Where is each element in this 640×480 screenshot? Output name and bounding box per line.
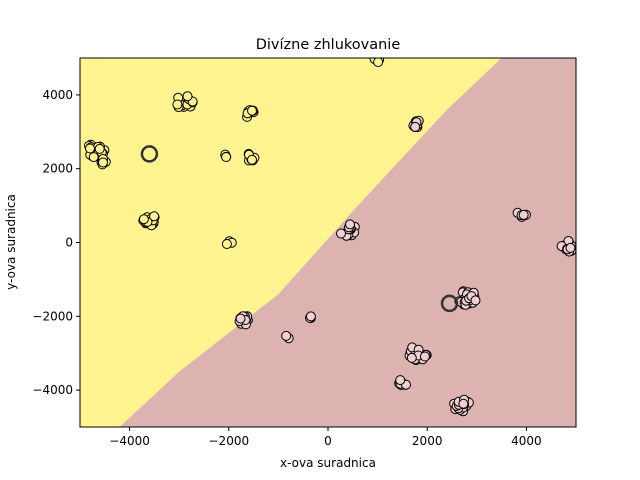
data-point [247, 154, 257, 165]
data-point [138, 214, 149, 225]
centroid-marker [440, 294, 459, 313]
data-point [419, 351, 430, 362]
data-point [336, 228, 346, 239]
x-axis-ticks: −4000 −2000 0 2000 4000 [109, 427, 542, 448]
data-point [470, 295, 481, 306]
x-tick-label: −4000 [109, 434, 150, 448]
data-point [149, 211, 160, 222]
x-axis-label: x-ova suradnica [280, 456, 376, 470]
data-point [395, 375, 406, 386]
cluster-centroids [140, 145, 459, 313]
x-tick-label: −2000 [209, 434, 250, 448]
chart-title: Divízne zhlukovanie [256, 37, 401, 53]
pink-region [119, 58, 576, 427]
y-axis-label: y-ova suradnica [4, 194, 18, 290]
data-point [94, 143, 105, 154]
data-point [565, 242, 576, 253]
data-point [410, 121, 421, 132]
data-point [305, 311, 316, 322]
plot-area [80, 58, 576, 427]
y-tick-label: 4000 [42, 88, 73, 102]
data-point [406, 352, 417, 363]
data-point [85, 143, 95, 154]
data-point [373, 58, 384, 67]
data-point [281, 330, 292, 341]
data-point [182, 91, 193, 102]
y-tick-label: −4000 [32, 383, 73, 397]
data-point [221, 152, 232, 162]
data-point [235, 313, 246, 324]
data-point [247, 105, 257, 116]
y-tick-label: 0 [65, 236, 73, 250]
data-points [84, 58, 576, 417]
x-tick-label: 0 [324, 434, 332, 448]
data-point [221, 239, 232, 249]
data-point [98, 157, 108, 168]
centroid-marker [140, 145, 159, 163]
x-tick-label: 4000 [511, 434, 542, 448]
data-point [88, 152, 99, 163]
data-point [518, 209, 529, 220]
data-point [345, 219, 355, 230]
y-tick-label: −2000 [32, 309, 73, 323]
data-point [458, 398, 469, 409]
y-tick-label: 2000 [42, 162, 73, 176]
y-axis-ticks: −4000 −2000 0 2000 4000 [32, 88, 80, 397]
x-tick-label: 2000 [412, 434, 443, 448]
data-point [172, 99, 183, 110]
